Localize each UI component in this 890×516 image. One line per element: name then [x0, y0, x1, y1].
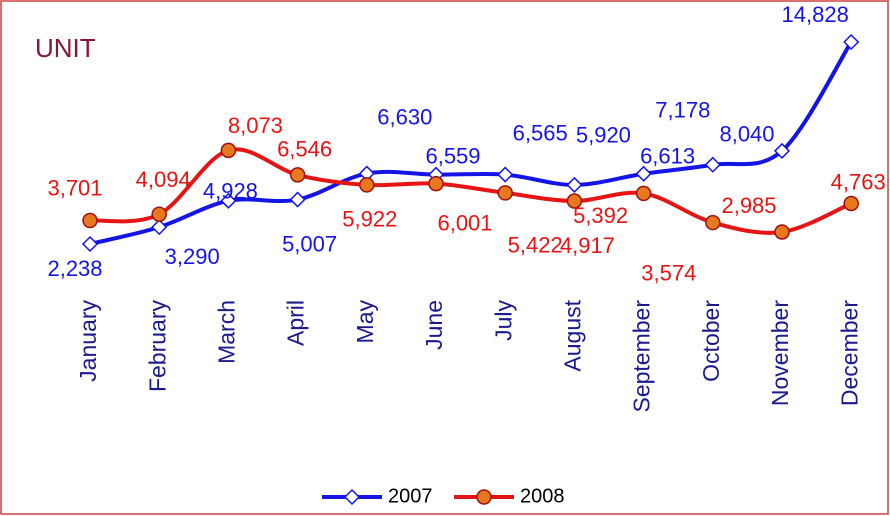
marker: [635, 185, 652, 202]
data-label: 5,922: [342, 207, 397, 232]
legend-label: 2008: [520, 485, 565, 507]
marker: [82, 212, 98, 229]
data-label: 7,178: [655, 98, 710, 123]
data-label: 3,701: [47, 175, 102, 200]
marker: [359, 177, 375, 193]
marker: [843, 33, 860, 51]
marker: [566, 176, 583, 193]
data-label: 6,546: [277, 137, 332, 162]
x-tick-label: November: [767, 300, 793, 406]
marker: [773, 142, 791, 159]
marker: [497, 185, 513, 201]
marker: [476, 489, 492, 505]
data-label: 5,920: [576, 123, 631, 148]
data-label: 6,613: [640, 144, 695, 169]
x-tick-label: January: [75, 300, 101, 382]
marker: [220, 192, 237, 209]
x-tick-label: October: [698, 300, 724, 382]
data-label: 3,574: [641, 260, 696, 285]
marker: [843, 195, 859, 212]
marker: [343, 488, 361, 506]
x-tick-label: September: [629, 300, 655, 413]
data-label: 6,559: [425, 143, 480, 168]
chart-title: UNIT: [35, 33, 96, 63]
marker: [774, 224, 790, 240]
x-tick-label: April: [283, 300, 309, 346]
marker: [151, 219, 168, 236]
data-label: 5,007: [282, 231, 337, 256]
marker: [497, 166, 514, 183]
data-label: 2,985: [721, 193, 776, 218]
data-label: 8,040: [719, 122, 774, 147]
marker: [289, 191, 306, 208]
data-label: 3,290: [165, 244, 220, 269]
marker: [220, 142, 237, 159]
data-label: 4,094: [136, 167, 191, 192]
data-label: 5,422: [508, 233, 563, 258]
marker: [635, 165, 652, 182]
data-label: 2,238: [47, 256, 102, 281]
data-label: 6,001: [437, 210, 492, 235]
data-label: 6,630: [377, 104, 432, 129]
marker: [705, 214, 721, 231]
data-label: 4,763: [831, 169, 886, 194]
marker: [704, 156, 721, 173]
data-label: 4,917: [560, 233, 615, 258]
x-tick-label: March: [213, 300, 239, 364]
x-tick-label: February: [144, 300, 170, 393]
marker: [566, 193, 583, 209]
x-tick-label: May: [352, 300, 378, 344]
data-label: 5,392: [573, 203, 628, 228]
marker: [151, 206, 167, 222]
legend-label: 2007: [388, 485, 433, 507]
data-label: 8,073: [228, 113, 283, 138]
marker: [428, 175, 444, 192]
marker: [289, 167, 306, 183]
x-tick-label: December: [836, 300, 862, 406]
marker: [81, 235, 99, 253]
x-tick-label: August: [559, 299, 585, 371]
data-label: 14,828: [782, 2, 849, 27]
x-tick-label: July: [490, 300, 516, 341]
x-tick-label: June: [421, 300, 447, 350]
data-label: 6,565: [513, 120, 568, 145]
data-label: 4,928: [203, 179, 258, 204]
